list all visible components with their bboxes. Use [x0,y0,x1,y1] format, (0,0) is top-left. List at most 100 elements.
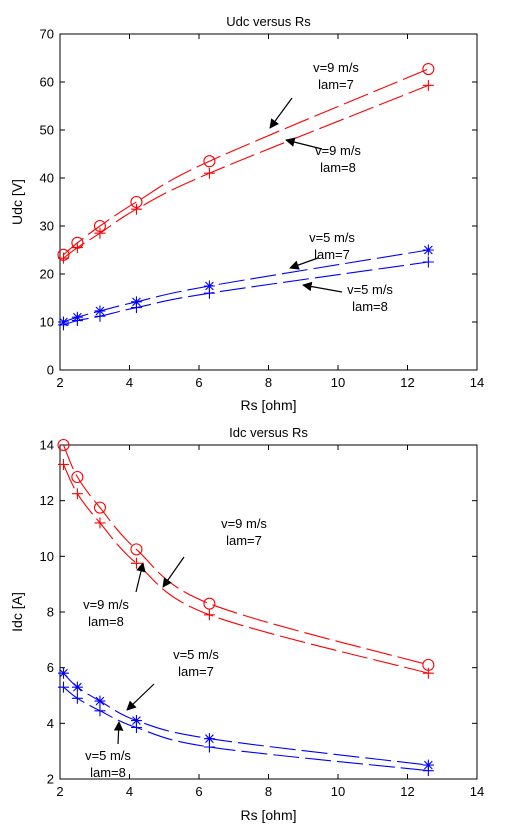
plot-area [59,444,478,780]
annotation-text: lam=8 [88,614,124,629]
x-tick-label: 8 [265,784,272,799]
data-point [94,227,106,239]
data-point [71,242,83,254]
data-point [94,705,106,717]
y-tick-label: 10 [40,315,54,330]
chart-title: Idc versus Rs [229,425,308,440]
data-point [130,722,142,734]
y-tick-label: 40 [40,171,54,186]
data-point [71,470,84,484]
x-tick-label: 14 [470,784,484,799]
data-point [71,692,83,704]
chart-title: Udc versus Rs [226,14,311,29]
y-tick-label: 10 [40,549,54,564]
annotation-text: v=9 m/s [221,516,267,531]
data-point [422,667,434,679]
data-point [130,543,143,556]
y-tick-label: 0 [47,363,54,378]
y-tick-label: 70 [40,27,54,42]
data-point [57,681,69,693]
y-tick-label: 60 [40,75,54,90]
annotation-text: lam=7 [178,664,214,679]
x-tick-label: 14 [470,375,484,390]
annotation-text: lam=7 [318,77,354,92]
annotation-text: lam=8 [90,765,126,780]
data-point [57,319,69,331]
x-tick-label: 2 [56,375,63,390]
y-axis-label: Udc [V] [9,179,25,225]
y-tick-label: 4 [47,716,54,731]
annotation-text: v=5 m/s [173,647,219,662]
data-point [93,501,107,514]
x-tick-label: 4 [126,375,133,390]
data-point [422,759,434,771]
data-point [203,280,215,292]
annotation-arrow [162,556,185,588]
data-point [71,681,83,693]
annotation-arrow [113,721,124,745]
x-tick-label: 6 [195,784,202,799]
annotation-text: v=5 m/s [347,282,393,297]
data-point [203,155,216,168]
chart-1: 2 4 6 8 10 12 14 0 10 20 30 40 50 60 70 Udc versus Rs Rs… [9,14,484,413]
y-tick-label: 50 [40,123,54,138]
data-point [203,597,216,610]
annotation-text: v=9 m/s [315,143,361,158]
data-point [422,62,435,76]
annotation-text: lam=8 [352,299,388,314]
data-point [94,695,106,707]
data-point [203,287,215,299]
x-axis-label: Rs [ohm] [240,397,296,413]
y-tick-label: 20 [40,267,54,282]
annotation-text: lam=7 [314,247,350,262]
data-point [422,244,434,256]
data-point [203,167,215,179]
plot-area [59,33,478,371]
annotation-arrow [126,683,155,711]
y-axis-label: Idc [A] [9,592,25,632]
data-point [71,488,83,500]
data-point [57,458,69,470]
x-tick-label: 8 [265,375,272,390]
y-tick-label: 14 [40,438,54,453]
x-tick-label: 12 [400,375,414,390]
annotation-arrow [285,137,323,150]
data-point [130,203,142,215]
annotation-text: lam=7 [226,533,262,548]
x-tick-label: 2 [56,784,63,799]
series-line-1 [62,444,429,666]
data-point [203,741,215,753]
y-tick-label: 12 [40,493,54,508]
x-tick-label: 10 [331,375,345,390]
data-point [203,609,215,621]
annotation-arrow [302,281,343,293]
data-point [57,667,69,679]
data-point [130,715,142,727]
chart-2: 2 4 6 8 10 12 14 2 4 6 8 10 12 14 Idc versus Rs Rs [ohm… [9,425,484,823]
data-point [130,296,142,308]
y-tick-label: 8 [47,605,54,620]
annotation-text: v=5 m/s [309,230,355,245]
data-point [422,765,434,777]
data-point [422,256,434,268]
x-tick-label: 6 [195,375,202,390]
data-point [422,79,434,91]
annotation-text: lam=8 [320,160,356,175]
x-tick-label: 10 [331,784,345,799]
y-tick-label: 2 [47,772,54,787]
data-point [130,302,142,314]
data-point [57,438,70,452]
x-tick-label: 12 [400,784,414,799]
data-point [57,252,69,264]
y-tick-label: 30 [40,219,54,234]
x-tick-label: 4 [126,784,133,799]
annotation-text: v=9 m/s [313,60,359,75]
annotation-arrow [135,562,146,593]
annotation-text: v=9 m/s [83,597,129,612]
annotation-arrow [269,97,293,129]
annotation-arrow [289,257,319,270]
x-axis-label: Rs [ohm] [240,807,296,823]
data-point [71,315,83,327]
y-tick-label: 6 [47,660,54,675]
